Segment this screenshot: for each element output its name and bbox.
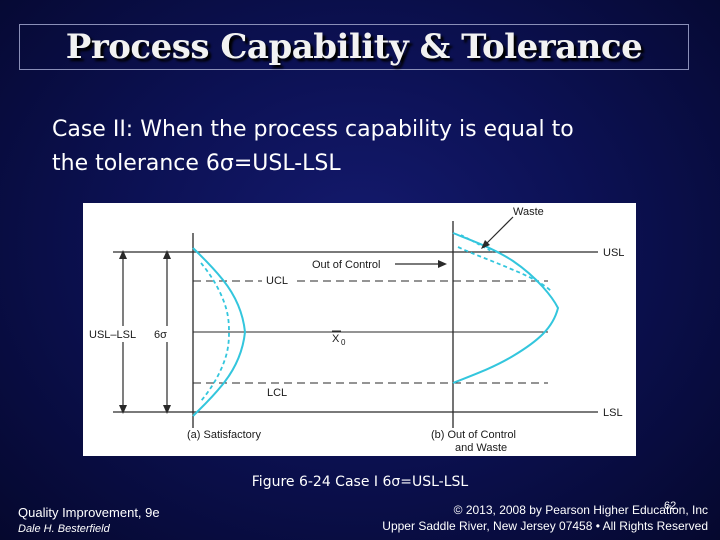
six-sigma-label: 6σ: [154, 329, 167, 341]
figure-caption: Figure 6-24 Case I 6σ=USL-LSL: [251, 474, 469, 490]
sample-curve-b: [457, 246, 552, 292]
dimension-label-bg: [87, 326, 187, 342]
book-title: Quality Improvement, 9e: [18, 505, 160, 520]
tolerance-arrow-up: [119, 250, 127, 259]
x0-label: X: [332, 333, 340, 345]
slide-number: 62: [664, 500, 677, 512]
body-text: Case II: When the process capability is …: [52, 113, 692, 181]
six-sigma-arrow-down: [163, 405, 171, 414]
usl-lsl-label: USL–LSL: [89, 329, 136, 341]
ucl-label: UCL: [266, 275, 288, 287]
waste-curve: [460, 234, 494, 253]
footer-left: Quality Improvement, 9e Dale H. Besterfi…: [18, 505, 160, 535]
slide-title: Process Capability & Tolerance: [65, 27, 643, 67]
panel-b-label-1: (b) Out of Control: [431, 429, 516, 441]
waste-label: Waste: [513, 206, 544, 218]
tolerance-arrow-down: [119, 405, 127, 414]
lcl-label: LCL: [267, 387, 287, 399]
out-of-control-label: Out of Control: [312, 259, 380, 271]
title-box: Process Capability & Tolerance: [19, 24, 689, 70]
capability-figure: Waste Out of Control USL LSL UCL LCL USL…: [83, 203, 636, 456]
body-line-1: Case II: When the process capability is …: [52, 117, 574, 142]
panel-b-label-2: and Waste: [455, 442, 507, 454]
six-sigma-arrow-up: [163, 250, 171, 259]
body-line-2: the tolerance 6σ=USL-LSL: [52, 151, 341, 176]
sample-curve-a: [200, 262, 230, 402]
normal-curve-b: [452, 232, 560, 384]
waste-arrow: [484, 216, 514, 246]
author-name: Dale H. Besterfield: [18, 523, 110, 535]
lsl-label: LSL: [603, 407, 623, 419]
lcl-label-bg: [264, 385, 294, 400]
normal-curve-a: [192, 247, 247, 417]
waste-arrowhead: [481, 240, 490, 249]
usl-label: USL: [603, 247, 624, 259]
ucl-label-bg: [262, 273, 296, 288]
x0-subscript: 0: [341, 338, 346, 347]
copyright-text: © 2013, 2008 by Pearson Higher Education…: [453, 503, 708, 517]
panel-a-label: (a) Satisfactory: [187, 429, 261, 441]
address-text: Upper Saddle River, New Jersey 07458 • A…: [382, 519, 708, 533]
footer-right: © 2013, 2008 by Pearson Higher Education…: [382, 503, 708, 533]
capability-diagram: Waste Out of Control USL LSL UCL LCL USL…: [87, 206, 624, 454]
out-of-control-arrowhead: [438, 260, 447, 268]
